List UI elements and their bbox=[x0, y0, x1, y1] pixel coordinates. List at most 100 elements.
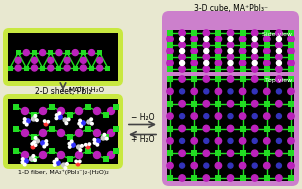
Circle shape bbox=[276, 54, 282, 60]
Circle shape bbox=[21, 152, 28, 159]
Circle shape bbox=[63, 118, 67, 122]
Circle shape bbox=[191, 36, 198, 42]
Circle shape bbox=[34, 115, 37, 117]
Circle shape bbox=[227, 101, 234, 107]
Circle shape bbox=[34, 159, 36, 161]
Circle shape bbox=[56, 161, 60, 165]
Circle shape bbox=[252, 49, 257, 53]
Polygon shape bbox=[73, 66, 78, 70]
Text: 3-D cube, MA⁺PbI₃⁻: 3-D cube, MA⁺PbI₃⁻ bbox=[194, 4, 268, 13]
Circle shape bbox=[239, 88, 246, 94]
Polygon shape bbox=[191, 42, 197, 48]
Circle shape bbox=[179, 175, 185, 181]
Circle shape bbox=[252, 36, 257, 42]
Circle shape bbox=[252, 114, 257, 119]
Circle shape bbox=[227, 54, 234, 60]
Circle shape bbox=[191, 88, 198, 94]
Circle shape bbox=[180, 49, 185, 53]
Circle shape bbox=[276, 49, 281, 53]
Circle shape bbox=[228, 114, 233, 119]
Polygon shape bbox=[215, 66, 221, 72]
Circle shape bbox=[227, 175, 234, 181]
Polygon shape bbox=[81, 50, 86, 55]
Circle shape bbox=[276, 163, 281, 168]
Circle shape bbox=[97, 65, 103, 71]
Circle shape bbox=[264, 113, 270, 119]
Circle shape bbox=[34, 144, 37, 146]
Circle shape bbox=[44, 122, 48, 126]
Circle shape bbox=[276, 89, 281, 94]
Polygon shape bbox=[13, 126, 19, 132]
Circle shape bbox=[203, 101, 210, 107]
Circle shape bbox=[67, 118, 70, 121]
Circle shape bbox=[179, 101, 185, 107]
Circle shape bbox=[288, 48, 294, 54]
Polygon shape bbox=[167, 125, 173, 132]
Circle shape bbox=[180, 163, 185, 168]
Circle shape bbox=[180, 138, 185, 143]
Circle shape bbox=[91, 122, 93, 125]
Circle shape bbox=[276, 101, 282, 107]
Polygon shape bbox=[191, 54, 197, 60]
Circle shape bbox=[108, 152, 114, 159]
Polygon shape bbox=[103, 134, 109, 140]
Polygon shape bbox=[89, 66, 94, 70]
Circle shape bbox=[179, 42, 185, 48]
Polygon shape bbox=[288, 54, 294, 60]
Polygon shape bbox=[264, 76, 270, 82]
Circle shape bbox=[204, 60, 209, 66]
Circle shape bbox=[21, 161, 24, 164]
Circle shape bbox=[179, 76, 185, 82]
Polygon shape bbox=[167, 66, 173, 72]
Polygon shape bbox=[103, 156, 109, 162]
Polygon shape bbox=[288, 101, 294, 107]
Circle shape bbox=[276, 66, 282, 72]
Circle shape bbox=[191, 162, 198, 169]
Polygon shape bbox=[264, 101, 270, 107]
Circle shape bbox=[252, 76, 258, 82]
Circle shape bbox=[41, 141, 45, 145]
Circle shape bbox=[76, 129, 82, 136]
Polygon shape bbox=[264, 175, 270, 181]
Circle shape bbox=[191, 138, 198, 144]
Circle shape bbox=[252, 138, 257, 143]
Circle shape bbox=[87, 120, 91, 124]
Circle shape bbox=[228, 163, 233, 168]
Polygon shape bbox=[264, 125, 270, 132]
Circle shape bbox=[57, 129, 65, 136]
Polygon shape bbox=[167, 150, 173, 156]
Circle shape bbox=[167, 36, 173, 42]
Circle shape bbox=[75, 160, 77, 163]
Circle shape bbox=[47, 121, 50, 123]
Polygon shape bbox=[13, 148, 19, 154]
Polygon shape bbox=[215, 76, 221, 82]
Circle shape bbox=[276, 76, 282, 82]
Circle shape bbox=[108, 129, 114, 136]
Polygon shape bbox=[239, 101, 246, 107]
FancyBboxPatch shape bbox=[3, 94, 123, 169]
Circle shape bbox=[191, 60, 198, 66]
Circle shape bbox=[40, 129, 47, 136]
Polygon shape bbox=[24, 66, 29, 70]
Circle shape bbox=[23, 163, 26, 166]
Circle shape bbox=[264, 138, 270, 144]
Polygon shape bbox=[65, 50, 69, 55]
Circle shape bbox=[215, 88, 222, 94]
Polygon shape bbox=[167, 54, 173, 60]
Polygon shape bbox=[239, 30, 246, 36]
Circle shape bbox=[57, 152, 65, 159]
Text: Top view: Top view bbox=[265, 78, 292, 83]
Polygon shape bbox=[31, 156, 37, 162]
Circle shape bbox=[25, 123, 28, 126]
Circle shape bbox=[180, 89, 185, 94]
Circle shape bbox=[215, 162, 222, 169]
Circle shape bbox=[228, 49, 233, 53]
Polygon shape bbox=[239, 175, 246, 181]
Polygon shape bbox=[167, 42, 173, 48]
Polygon shape bbox=[167, 76, 173, 82]
Circle shape bbox=[227, 125, 234, 132]
Circle shape bbox=[94, 108, 101, 115]
Circle shape bbox=[203, 150, 210, 156]
Circle shape bbox=[96, 139, 100, 143]
Circle shape bbox=[239, 162, 246, 169]
